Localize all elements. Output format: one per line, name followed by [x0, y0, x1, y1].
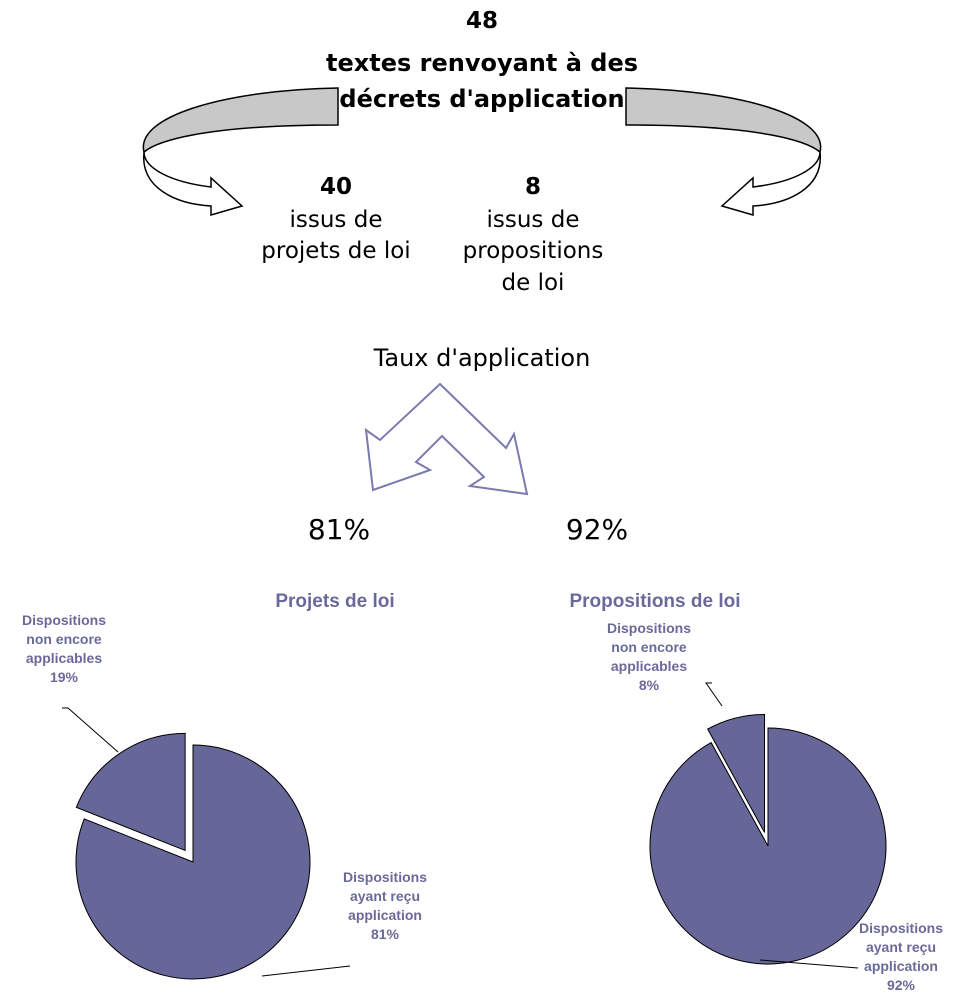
pie-chart-projets	[75, 732, 311, 980]
right-curved-arrow-icon	[625, 87, 822, 216]
left-rate: 81%	[307, 513, 371, 546]
left-curved-arrow-icon	[142, 87, 339, 216]
right-count: 8	[524, 174, 541, 200]
leader-line	[62, 707, 119, 753]
chart2-label-applied: Dispositions ayant reçu application 92%	[858, 920, 943, 993]
pie-slice	[649, 727, 887, 965]
leader-line	[705, 682, 723, 707]
pie-chart-propositions	[649, 713, 887, 965]
chart2-label-non-applicable: Dispositions non encore applicables 8%	[606, 620, 691, 693]
pie-slice	[75, 732, 186, 852]
split-arrow-icon	[364, 382, 529, 496]
leader-lines	[62, 682, 859, 977]
left-count: 40	[319, 174, 352, 200]
left-description-line1: issus de	[289, 207, 383, 233]
pie-slice	[706, 713, 766, 833]
right-description-line1: issus de	[486, 207, 580, 233]
total-description-line2: décrets d'application	[339, 85, 625, 113]
chart2-title: Propositions de loi	[569, 591, 741, 612]
leader-line	[261, 965, 351, 977]
chart1-title: Projets de loi	[275, 591, 395, 612]
total-description-line1: textes renvoyant à des	[326, 49, 638, 77]
total-count: 48	[465, 8, 498, 34]
right-description-line2: propositions	[462, 238, 604, 264]
chart1-label-applied: Dispositions ayant reçu application 81%	[342, 869, 427, 942]
left-description-line2: projets de loi	[261, 238, 411, 264]
leader-line	[759, 959, 859, 969]
pie-slice	[75, 744, 311, 980]
rate-title: Taux d'application	[373, 344, 591, 372]
right-description-line3: de loi	[501, 270, 565, 296]
chart1-label-non-applicable: Dispositions non encore applicables 19%	[21, 612, 106, 685]
right-rate: 92%	[565, 513, 629, 546]
